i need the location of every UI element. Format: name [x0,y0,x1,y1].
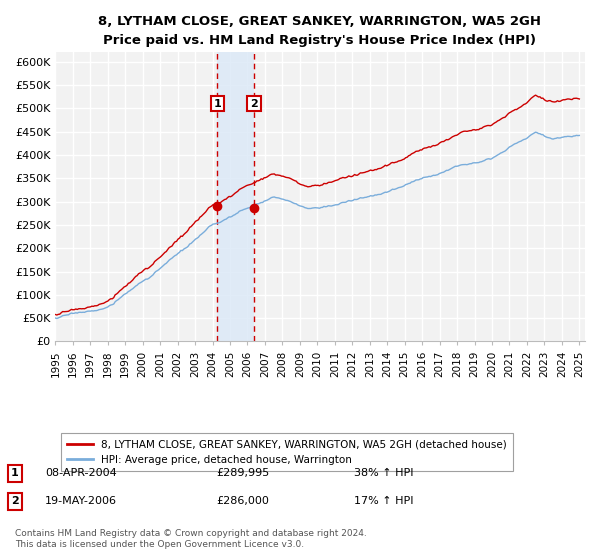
Text: 38% ↑ HPI: 38% ↑ HPI [354,468,413,478]
Text: 1: 1 [214,99,221,109]
Text: 08-APR-2004: 08-APR-2004 [45,468,117,478]
Text: 1: 1 [11,468,19,478]
Legend: 8, LYTHAM CLOSE, GREAT SANKEY, WARRINGTON, WA5 2GH (detached house), HPI: Averag: 8, LYTHAM CLOSE, GREAT SANKEY, WARRINGTO… [61,433,513,471]
Title: 8, LYTHAM CLOSE, GREAT SANKEY, WARRINGTON, WA5 2GH
Price paid vs. HM Land Regist: 8, LYTHAM CLOSE, GREAT SANKEY, WARRINGTO… [98,15,541,47]
Text: 2: 2 [250,99,258,109]
Text: 19-MAY-2006: 19-MAY-2006 [45,496,117,506]
Text: Contains HM Land Registry data © Crown copyright and database right 2024.
This d: Contains HM Land Registry data © Crown c… [15,529,367,549]
Text: £289,995: £289,995 [216,468,269,478]
Text: £286,000: £286,000 [216,496,269,506]
Bar [217,52,254,342]
Text: 17% ↑ HPI: 17% ↑ HPI [354,496,413,506]
Text: 2: 2 [11,496,19,506]
